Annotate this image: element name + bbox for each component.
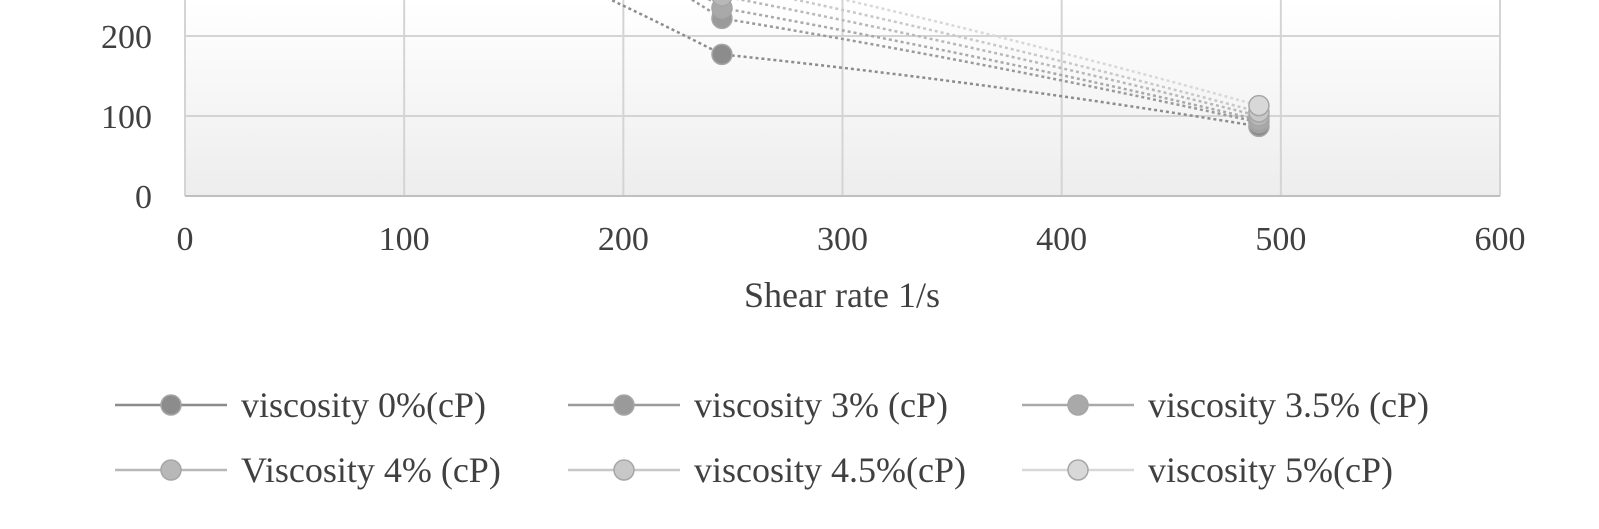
legend-marker (613, 394, 635, 416)
data-point (711, 43, 733, 66)
x-tick-label: 200 (598, 221, 649, 258)
y-axis-ticks: 0 100 200 (101, 19, 152, 216)
legend-label: viscosity 3.5% (cP) (1148, 385, 1429, 425)
legend-marker (160, 459, 182, 481)
series-line (791, 0, 1260, 114)
series-group (608, 0, 1270, 138)
data-point (1248, 94, 1270, 117)
y-tick-label: 200 (101, 19, 152, 56)
y-tick-label: 100 (101, 99, 152, 136)
x-tick-label: 300 (817, 221, 868, 258)
legend: viscosity 0%(cP) viscosity 3% (cP) viscosi… (115, 385, 1429, 490)
legend-item: viscosity 0%(cP) (115, 385, 486, 425)
legend-label: Viscosity 4% (cP) (241, 450, 501, 490)
y-tick-label: 0 (135, 179, 152, 216)
series-5 (840, 0, 1270, 117)
legend-item: viscosity 5%(cP) (1022, 450, 1393, 490)
legend-marker (1067, 394, 1089, 416)
x-tick-label: 600 (1475, 221, 1526, 258)
x-axis-title: Shear rate 1/s (744, 275, 940, 315)
series-line (707, 0, 1260, 122)
legend-item: Viscosity 4% (cP) (115, 450, 501, 490)
legend-label: viscosity 3% (cP) (694, 385, 948, 425)
legend-item: viscosity 4.5%(cP) (568, 450, 966, 490)
legend-label: viscosity 0%(cP) (241, 385, 486, 425)
x-axis-ticks: 0 100 200 300 400 500 600 (177, 221, 1526, 258)
gridlines (184, 0, 1501, 197)
legend-label: viscosity 4.5%(cP) (694, 450, 966, 490)
legend-label: viscosity 5%(cP) (1148, 450, 1393, 490)
data-point (711, 0, 732, 7)
legend-item: viscosity 3.5% (cP) (1022, 385, 1429, 425)
legend-marker (613, 459, 635, 481)
series-line (690, 0, 1260, 124)
x-tick-label: 400 (1036, 221, 1087, 258)
x-tick-label: 500 (1255, 221, 1306, 258)
legend-marker (1067, 459, 1089, 481)
series-line (735, 0, 1260, 118)
legend-item: viscosity 3% (cP) (568, 385, 948, 425)
x-tick-label: 0 (177, 221, 194, 258)
legend-marker (160, 394, 182, 416)
x-tick-label: 100 (379, 221, 430, 258)
